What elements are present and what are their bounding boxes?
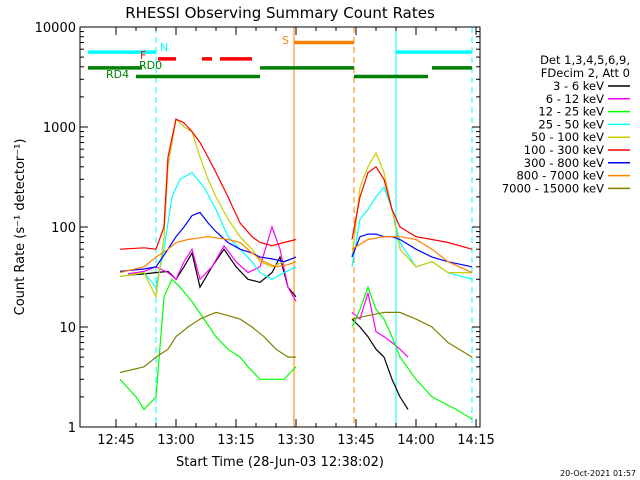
- status-bar-label-rd0: RD0: [139, 59, 162, 72]
- x-tick-label-0: 12:45: [97, 433, 134, 448]
- x-tick-label-6: 14:15: [457, 433, 494, 448]
- y-tick-label-2: 100: [51, 221, 76, 236]
- legend-label-8: 7000 - 15000 keV: [502, 181, 604, 195]
- legend-label-5: 100 - 300 keV: [524, 143, 604, 157]
- series-line-1: [127, 225, 409, 358]
- x-tick-label-5: 14:00: [397, 433, 434, 448]
- y-tick-label-4: 10000: [35, 21, 76, 36]
- status-bar-label-n: N: [160, 41, 168, 54]
- y-tick-label-3: 1000: [43, 121, 76, 136]
- legend-label-4: 50 - 100 keV: [531, 130, 604, 144]
- x-tick-label-4: 13:45: [337, 433, 374, 448]
- series-line-3: [119, 171, 473, 289]
- legend-label-3: 25 - 50 keV: [538, 117, 604, 131]
- status-bar-label-s: S: [282, 34, 289, 47]
- series-line-8: [119, 311, 473, 374]
- series-line-4: [119, 117, 472, 299]
- y-tick-label-1: 10: [59, 321, 76, 336]
- legend-label-1: 6 - 12 keV: [546, 92, 604, 106]
- legend-header-line-1: Det 1,3,4,5,6,9,: [540, 53, 630, 67]
- y-tick-label-0: 1: [68, 421, 76, 436]
- y-axis-label: Count Rate (s⁻¹ detector⁻¹): [13, 139, 28, 316]
- legend-label-0: 3 - 6 keV: [553, 79, 604, 93]
- legend: Det 1,3,4,5,6,9, FDecim 2, Att 0 3 - 6 k…: [502, 53, 630, 195]
- footer-timestamp: 20-Oct-2021 01:57: [560, 469, 636, 478]
- legend-label-6: 300 - 800 keV: [524, 156, 604, 170]
- x-tick-label-2: 13:15: [217, 433, 254, 448]
- axes: 1 10 100 1000 10000 12:45 13:00 13:15 13:30 13:45…: [35, 21, 495, 448]
- series-line-0: [127, 248, 409, 410]
- series-line-5: [119, 118, 473, 250]
- x-tick-label-3: 13:30: [277, 433, 314, 448]
- chart-title: RHESSI Observing Summary Count Rates: [125, 4, 435, 22]
- legend-label-7: 800 - 7000 keV: [516, 169, 604, 183]
- x-axis-label: Start Time (28-Jun-03 12:38:02): [176, 455, 384, 470]
- legend-header-line-2: FDecim 2, Att 0: [541, 66, 630, 80]
- legend-label-2: 12 - 25 keV: [538, 105, 604, 119]
- status-bar-label-rd4: RD4: [106, 68, 129, 81]
- x-tick-label-1: 13:00: [157, 433, 194, 448]
- status-bar-label-f: F: [140, 49, 146, 62]
- series-line-7: [119, 236, 473, 274]
- series-line-2: [119, 278, 473, 420]
- plot-frame: [79, 26, 481, 428]
